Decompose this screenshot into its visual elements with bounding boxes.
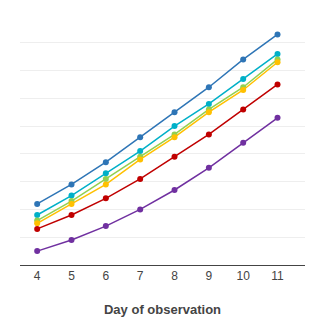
svg-text:9: 9 [206, 269, 213, 283]
svg-text:5: 5 [68, 269, 75, 283]
svg-text:Day of observation: Day of observation [104, 302, 221, 317]
svg-text:11: 11 [271, 269, 284, 283]
svg-text:10: 10 [237, 269, 251, 283]
svg-text:6: 6 [102, 269, 109, 283]
svg-text:4: 4 [34, 269, 41, 283]
svg-text:8: 8 [171, 269, 178, 283]
svg-text:7: 7 [137, 269, 144, 283]
